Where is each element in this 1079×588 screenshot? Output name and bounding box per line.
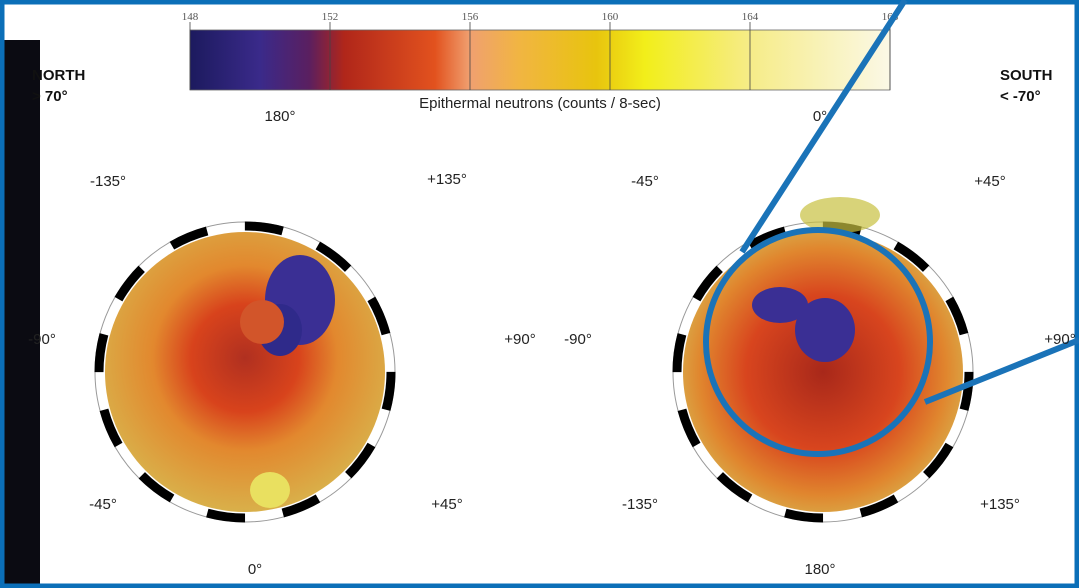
south-title: SOUTH	[1000, 67, 1053, 84]
longitude-label: 0°	[248, 561, 262, 578]
longitude-label: +135°	[980, 496, 1020, 513]
south-subtitle: < -70°	[1000, 88, 1041, 105]
north-yellow-region	[250, 472, 290, 508]
longitude-label: -90°	[564, 331, 592, 348]
side-panel	[0, 40, 40, 588]
longitude-label: -135°	[90, 173, 126, 190]
longitude-label: +135°	[427, 171, 467, 188]
longitude-label: +90°	[1044, 331, 1075, 348]
longitude-label: -45°	[89, 496, 117, 513]
north-title: NORTH	[32, 67, 85, 84]
colorbar-tick-label: 160	[602, 11, 619, 23]
longitude-label: +45°	[431, 496, 462, 513]
colorbar-tick-label: 148	[182, 11, 199, 23]
colorbar-tick-label: 152	[322, 11, 339, 23]
colorbar-label: Epithermal neutrons (counts / 8-sec)	[419, 95, 661, 112]
longitude-label: +45°	[974, 173, 1005, 190]
north-subtitle: > 70°	[32, 88, 68, 105]
crater	[240, 300, 284, 344]
longitude-label: +90°	[504, 331, 535, 348]
colorbar-tick-label: 164	[742, 11, 759, 23]
longitude-label: 180°	[804, 561, 835, 578]
longitude-label: -135°	[622, 496, 658, 513]
longitude-label: 180°	[264, 108, 295, 125]
colorbar-tick-label: 156	[462, 11, 479, 23]
north-map	[105, 232, 385, 512]
colorbar	[190, 30, 890, 90]
south-blue-region	[795, 298, 855, 362]
longitude-label: -90°	[28, 331, 56, 348]
longitude-label: -45°	[631, 173, 659, 190]
south-map	[683, 232, 963, 512]
figure: 148152156160164168 Epithermal neutrons (…	[0, 0, 1079, 588]
longitude-label: 0°	[813, 108, 827, 125]
